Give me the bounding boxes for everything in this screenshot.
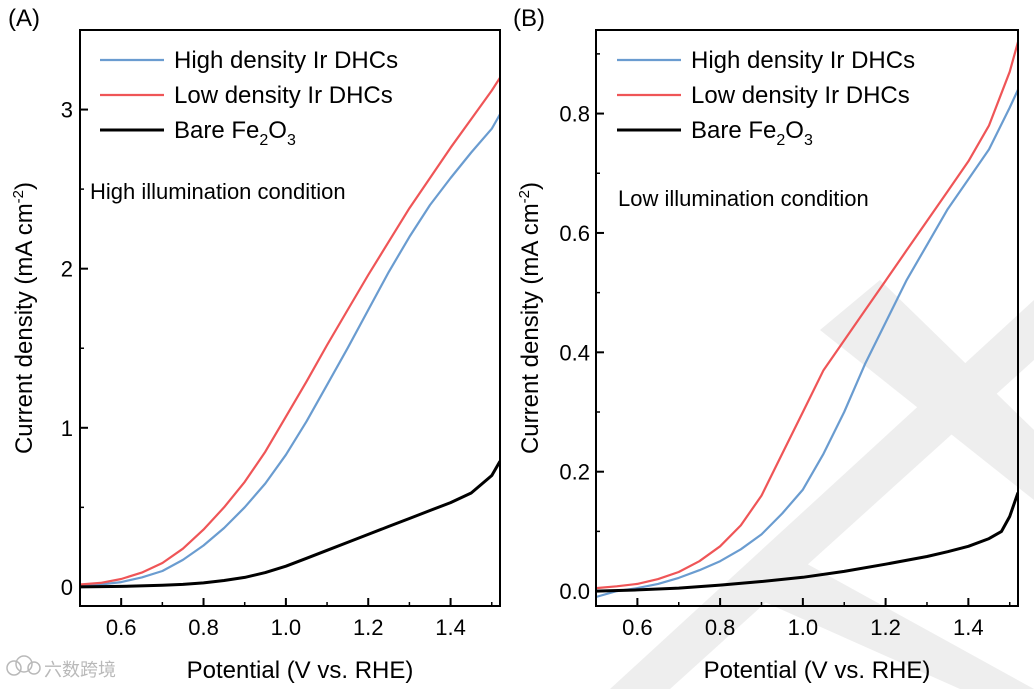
legend-label-name: Bare Fe bbox=[174, 117, 259, 144]
y-tick-label: 1 bbox=[61, 416, 73, 441]
y-axis-label-sup: -2 bbox=[10, 190, 27, 203]
y-tick-label: 0.0 bbox=[559, 579, 590, 604]
watermark-stroke bbox=[760, 560, 1034, 689]
legend-label-name: High density Ir DHCs bbox=[691, 47, 915, 74]
y-tick-label: 3 bbox=[61, 98, 73, 123]
y-axis-label: Current density (mA cm-2) bbox=[10, 182, 38, 454]
series-line-low bbox=[596, 41, 1018, 590]
y-axis-label-close: ) bbox=[11, 182, 38, 190]
y-tick-label: 0.6 bbox=[559, 221, 590, 246]
legend-label: Bare Fe2O3 bbox=[691, 117, 813, 149]
y-axis-label-close: ) bbox=[517, 182, 544, 190]
series-line-bare bbox=[80, 460, 500, 589]
cloud-logo-icon bbox=[6, 655, 41, 676]
x-tick-label: 0.8 bbox=[188, 615, 219, 640]
x-tick-label: 1.4 bbox=[953, 615, 984, 640]
x-tick-label: 1.2 bbox=[870, 615, 901, 640]
legend-label: Bare Fe2O3 bbox=[174, 117, 296, 149]
legend-label: Low density Ir DHCs bbox=[691, 82, 910, 109]
legend-label-name: Low density Ir DHCs bbox=[174, 82, 393, 109]
series-line-low bbox=[80, 77, 500, 586]
series-lines bbox=[80, 77, 500, 589]
y-axis-label: Current density (mA cm-2) bbox=[516, 182, 544, 454]
series-line-bare bbox=[596, 492, 1018, 593]
legend: High density Ir DHCs Low density Ir DHCs B… bbox=[617, 47, 915, 149]
y-tick-label: 0.4 bbox=[559, 340, 590, 365]
legend-label-sub: 2 bbox=[776, 132, 785, 149]
legend: High density Ir DHCs Low density Ir DHCs B… bbox=[100, 47, 398, 149]
legend-label: Low density Ir DHCs bbox=[174, 82, 393, 109]
panel-label: (B) bbox=[513, 5, 545, 32]
y-axis-label-main: Current density (mA cm bbox=[11, 203, 38, 454]
legend-label: High density Ir DHCs bbox=[691, 47, 915, 74]
x-tick-label: 1.4 bbox=[435, 615, 466, 640]
y-tick-label: 2 bbox=[61, 257, 73, 282]
x-tick-label: 1.2 bbox=[353, 615, 384, 640]
x-tick-label: 1.0 bbox=[788, 615, 819, 640]
series-line-high bbox=[596, 89, 1018, 599]
series-lines bbox=[596, 41, 1018, 599]
x-tick-label: 0.8 bbox=[705, 615, 736, 640]
watermark-stroke bbox=[820, 280, 1034, 500]
y-tick-label: 0.2 bbox=[559, 460, 590, 485]
watermark-logo: 六数跨境 bbox=[6, 655, 116, 680]
chart-panel-b: 0.6 0.8 1.0 1.2 1.4 0.0 0.2 0.4 0.6 0.8 Potential … bbox=[513, 5, 1019, 684]
x-axis-label: Potential (V vs. RHE) bbox=[704, 657, 931, 684]
x-tick-label: 0.6 bbox=[106, 615, 137, 640]
legend-label-sub: 2 bbox=[259, 132, 268, 149]
condition-label: High illumination condition bbox=[90, 179, 346, 204]
x-tick-label: 0.6 bbox=[622, 615, 653, 640]
chart-panel-a: 0.6 0.8 1.0 1.2 1.4 0 1 2 3 Potential (V vs. RHE)… bbox=[8, 5, 501, 684]
legend-label-sub2: 3 bbox=[804, 132, 813, 149]
plot-frame bbox=[79, 29, 501, 607]
legend-label-sub2: 3 bbox=[287, 132, 296, 149]
y-tick-label: 0 bbox=[61, 575, 73, 600]
y-tick-label: 0.8 bbox=[559, 102, 590, 127]
y-axis-label-sup: -2 bbox=[516, 190, 533, 203]
panel-label: (A) bbox=[8, 5, 40, 32]
plot-frame bbox=[595, 29, 1019, 607]
legend-label-tail: O bbox=[785, 117, 804, 144]
background-watermark-shapes bbox=[610, 280, 1034, 689]
x-axis-label: Potential (V vs. RHE) bbox=[187, 657, 414, 684]
x-tick-label: 1.0 bbox=[271, 615, 302, 640]
watermark-text: 六数跨境 bbox=[44, 660, 116, 680]
legend-label-name: High density Ir DHCs bbox=[174, 47, 398, 74]
condition-label: Low illumination condition bbox=[618, 186, 869, 211]
legend-label-tail: O bbox=[268, 117, 287, 144]
legend-label-name: Low density Ir DHCs bbox=[691, 82, 910, 109]
legend-label: High density Ir DHCs bbox=[174, 47, 398, 74]
y-axis-label-main: Current density (mA cm bbox=[517, 203, 544, 454]
legend-label-name: Bare Fe bbox=[691, 117, 776, 144]
series-line-high bbox=[80, 113, 500, 587]
